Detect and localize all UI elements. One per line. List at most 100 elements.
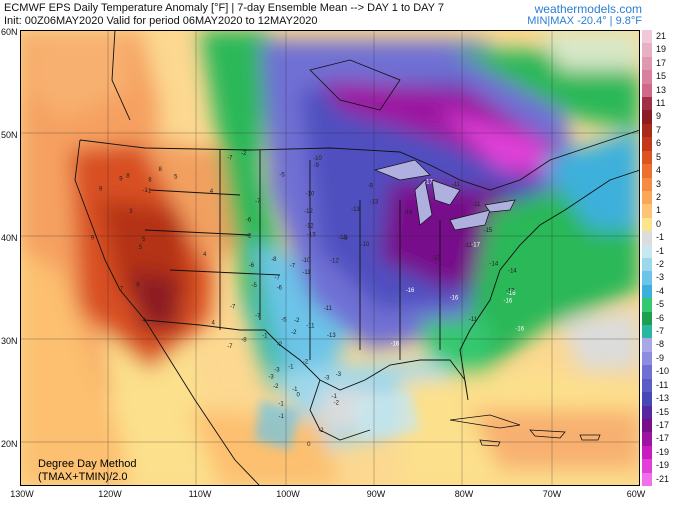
anomaly-value-label: -2 <box>291 330 297 336</box>
legend-entry: -17 <box>642 432 678 446</box>
anomaly-value-label: -6 <box>249 263 255 269</box>
anomaly-value-label: -14 <box>508 269 517 275</box>
legend-entry: -4 <box>642 284 678 299</box>
legend-entry: 17 <box>642 56 678 71</box>
anomaly-value-label: -13 <box>506 289 515 295</box>
legend-entry: -10 <box>642 365 678 379</box>
legend-entry: 15 <box>642 70 678 84</box>
legend-entry: 2 <box>642 190 678 205</box>
anomaly-value-label: -10 <box>313 156 322 162</box>
legend-swatch <box>642 137 652 151</box>
legend-label: -1 <box>656 245 665 256</box>
legend-swatch <box>642 150 652 165</box>
anomaly-value-label: -8 <box>241 337 247 343</box>
anomaly-value-label: -11 <box>472 202 481 208</box>
legend-entry: -5 <box>642 298 678 312</box>
legend-swatch <box>642 70 652 84</box>
legend-swatch <box>642 177 652 191</box>
legend-swatch <box>642 338 652 352</box>
legend-entry: 11 <box>642 97 678 111</box>
legend-label: 13 <box>656 84 667 95</box>
anomaly-value-label: -7 <box>230 305 236 311</box>
anomaly-value-label: -9 <box>342 236 348 242</box>
anomaly-value-label: -11 <box>324 306 333 312</box>
anomaly-field <box>20 30 640 486</box>
anomaly-value-label: -5 <box>279 172 285 178</box>
anomaly-value-label: -14 <box>404 210 413 216</box>
lon-label-100w: 100W <box>276 489 300 499</box>
anomaly-value-label: -6 <box>277 286 283 292</box>
legend-swatch <box>642 405 652 419</box>
anomaly-value-label: -13 <box>307 233 316 239</box>
legend-entry: 5 <box>642 150 678 165</box>
method-note: Degree Day Method (TMAX+TMIN)/2.0 <box>38 458 136 484</box>
anomaly-value-label: -17 <box>424 180 433 186</box>
legend-entry: -15 <box>642 405 678 419</box>
legend-entry: 9 <box>642 110 678 124</box>
brand-link[interactable]: weathermodels.com <box>534 2 642 16</box>
legend-swatch <box>642 392 652 406</box>
legend-swatch <box>642 217 652 232</box>
legend-label: -17 <box>656 433 670 444</box>
anomaly-value-label: -2 <box>273 384 279 390</box>
legend-swatch <box>642 418 652 433</box>
legend-entry: -3 <box>642 271 678 285</box>
anomaly-value-label: 8 <box>148 178 152 184</box>
caribbean-islands <box>449 414 601 447</box>
legend-label: -17 <box>656 419 670 430</box>
anomaly-value-label: -10 <box>306 191 315 197</box>
legend-label: -1 <box>656 232 665 243</box>
anomaly-value-label: -16 <box>515 327 524 333</box>
legend-label: -11 <box>656 379 669 390</box>
legend-entry: -21 <box>642 472 678 486</box>
legend-entry: 3 <box>642 177 678 191</box>
anomaly-value-label: -13 <box>327 333 336 339</box>
legend-swatch <box>642 83 652 98</box>
anomaly-value-label: 4 <box>142 318 146 324</box>
legend-swatch <box>642 258 652 272</box>
legend-swatch <box>642 351 652 366</box>
anomaly-value-label: -2 <box>294 318 300 324</box>
legend-swatch <box>642 311 652 326</box>
legend-label: -13 <box>656 393 670 404</box>
legend-label: 9 <box>656 111 662 122</box>
legend-entry: -17 <box>642 418 678 433</box>
legend-label: 7 <box>656 124 662 135</box>
lat-label-60n: 60N <box>1 27 18 37</box>
lon-label-80w: 80W <box>454 489 474 499</box>
legend-entry: -19 <box>642 459 678 473</box>
anomaly-value-label: -1 <box>146 189 152 195</box>
legend-swatch <box>642 43 652 57</box>
anomaly-value-label: -2 <box>241 151 247 157</box>
legend-swatch <box>642 56 652 71</box>
anomaly-value-label: -11 <box>302 270 311 276</box>
lon-label-120w: 120W <box>98 489 122 499</box>
legend-swatch <box>642 298 652 312</box>
legend-swatch <box>642 110 652 124</box>
legend-entry: -1 <box>642 244 678 258</box>
great-lakes <box>373 159 516 231</box>
legend-swatch <box>642 284 652 299</box>
legend-swatch <box>642 472 652 486</box>
legend-label: -9 <box>656 352 665 363</box>
legend-label: -8 <box>656 339 665 350</box>
anomaly-value-label: -13 <box>432 255 441 261</box>
legend-label: -21 <box>656 473 670 484</box>
legend-entry: -13 <box>642 392 678 406</box>
legend-label: -7 <box>656 326 665 337</box>
anomaly-value-label: -11 <box>306 323 315 329</box>
lon-label-110w: 110W <box>188 489 212 499</box>
legend-label: -10 <box>656 366 670 377</box>
anomaly-value-label: 9 <box>99 186 103 192</box>
legend-label: 19 <box>656 44 667 55</box>
legend-entry: 6 <box>642 137 678 151</box>
legend-label: 2 <box>656 191 662 202</box>
legend-entry: 0 <box>642 217 678 232</box>
legend-swatch <box>642 325 652 339</box>
anomaly-value-label: -7 <box>255 314 261 320</box>
anomaly-value-label: -2 <box>303 360 309 366</box>
anomaly-value-label: -11 <box>469 317 478 323</box>
anomaly-value-label: 4 <box>212 321 216 327</box>
method-line-2: (TMAX+TMIN)/2.0 <box>38 471 128 483</box>
anomaly-value-label: -1 <box>288 365 294 371</box>
